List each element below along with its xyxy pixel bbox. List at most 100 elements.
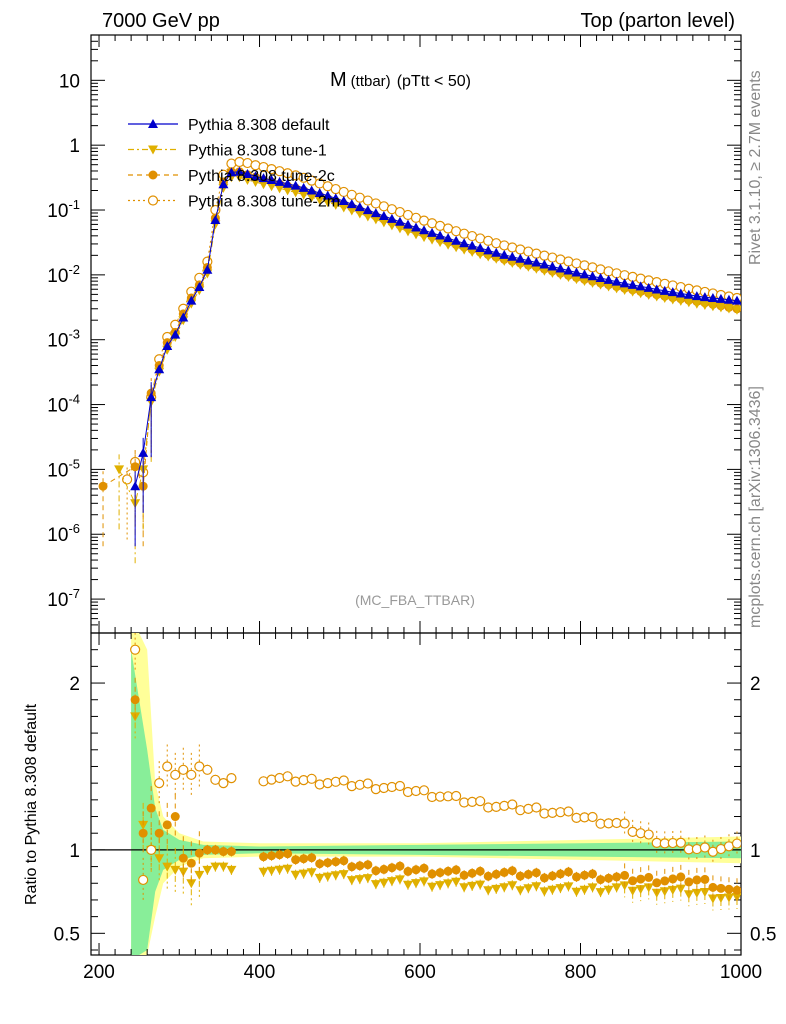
- data-point: [298, 190, 309, 200]
- ratio-point: [282, 864, 293, 874]
- ratio-point: [675, 884, 686, 894]
- ratio-point: [580, 870, 590, 880]
- ratio-point: [386, 877, 397, 887]
- data-point: [443, 240, 454, 250]
- data-point: [491, 247, 502, 257]
- data-point: [130, 481, 141, 491]
- ratio-point: [178, 867, 189, 877]
- data-point: [603, 282, 614, 292]
- ratio-point: [611, 883, 622, 893]
- ratio-point: [732, 885, 741, 895]
- ratio-point: [138, 820, 149, 830]
- legend-item: Pythia 8.308 default: [128, 117, 330, 134]
- legend-item: Pythia 8.308 tune-2c: [128, 168, 335, 185]
- data-point: [258, 180, 269, 190]
- data-point: [274, 176, 285, 186]
- ratio-point: [267, 851, 277, 861]
- ratio-point: [162, 862, 173, 872]
- ratio-point: [154, 828, 164, 838]
- ratio-point: [515, 886, 526, 896]
- ratio-point: [660, 876, 670, 886]
- ratio-point: [515, 871, 525, 881]
- ratio-point: [290, 870, 301, 880]
- data-point: [346, 206, 357, 216]
- y-tick-label: 10-1: [47, 197, 80, 222]
- ratio-point: [178, 853, 188, 863]
- watermark: (MC_FBA_TTBAR): [355, 592, 475, 608]
- ratio-point: [475, 880, 486, 890]
- data-point: [667, 295, 678, 305]
- ratio-point: [451, 865, 461, 875]
- ratio-point: [459, 883, 470, 893]
- data-point: [122, 474, 133, 485]
- ratio-point: [596, 875, 606, 885]
- ratio-point: [700, 874, 710, 884]
- data-point: [643, 282, 654, 292]
- ratio-point: [299, 854, 309, 864]
- ratio-point: [731, 838, 741, 849]
- ratio-point: [154, 778, 165, 789]
- data-point: [547, 261, 558, 271]
- data-point: [306, 185, 317, 195]
- data-point: [675, 296, 686, 306]
- data-point: [467, 247, 478, 257]
- y-tick-label: 10-3: [47, 327, 80, 352]
- data-point: [242, 176, 253, 186]
- ratio-point: [435, 868, 445, 878]
- data-point: [138, 447, 149, 457]
- ratio-point: [563, 867, 573, 877]
- legend-label: Pythia 8.308 tune-1: [188, 143, 327, 160]
- data-point: [146, 392, 157, 402]
- data-point: [683, 289, 694, 299]
- data-point: [290, 180, 301, 190]
- data-point: [499, 249, 510, 259]
- ratio-point: [331, 857, 341, 867]
- data-point: [595, 280, 606, 290]
- title-cut: (pTtt < 50): [397, 73, 471, 90]
- data-point: [154, 364, 165, 374]
- ratio-point: [699, 842, 710, 853]
- data-point: [338, 196, 349, 206]
- ratio-tick-label: 0.5: [54, 924, 80, 945]
- ratio-point: [675, 837, 686, 848]
- data-point: [314, 195, 325, 205]
- data-point: [234, 166, 245, 176]
- ratio-point: [394, 875, 405, 885]
- ratio-point: [499, 883, 510, 893]
- ratio-point: [218, 847, 228, 857]
- ratio-point: [306, 773, 317, 784]
- data-point: [411, 222, 421, 232]
- data-point: [619, 286, 630, 296]
- data-point: [651, 292, 662, 302]
- data-point: [571, 275, 582, 285]
- ratio-point: [652, 878, 662, 888]
- ratio-point: [170, 865, 181, 875]
- ratio-point: [202, 845, 212, 855]
- data-point: [114, 465, 125, 475]
- data-point: [98, 481, 108, 491]
- ratio-point: [355, 861, 365, 871]
- ratio-point: [346, 876, 357, 886]
- ratio-point: [210, 862, 221, 872]
- data-point: [523, 262, 534, 272]
- ratio-point: [588, 869, 598, 879]
- y-tick-label: 10-6: [47, 521, 80, 546]
- y-tick-label: 1: [69, 136, 80, 157]
- data-point: [346, 199, 357, 209]
- ratio-point: [684, 877, 694, 887]
- data-point: [515, 260, 526, 270]
- ratio-point: [644, 872, 654, 882]
- ratio-tick-label-right: 2: [750, 674, 761, 695]
- ratio-point: [210, 845, 220, 855]
- data-point: [467, 240, 478, 250]
- data-point: [282, 186, 293, 196]
- data-point: [298, 182, 309, 192]
- data-point: [731, 305, 741, 315]
- ratio-point: [451, 790, 462, 802]
- ratio-point: [483, 886, 494, 896]
- ratio-point: [668, 874, 678, 884]
- energy-label: 7000 GeV pp: [102, 10, 220, 32]
- ratio-tick-label: 2: [69, 674, 80, 695]
- data-point: [563, 272, 574, 282]
- ratio-point: [354, 875, 365, 885]
